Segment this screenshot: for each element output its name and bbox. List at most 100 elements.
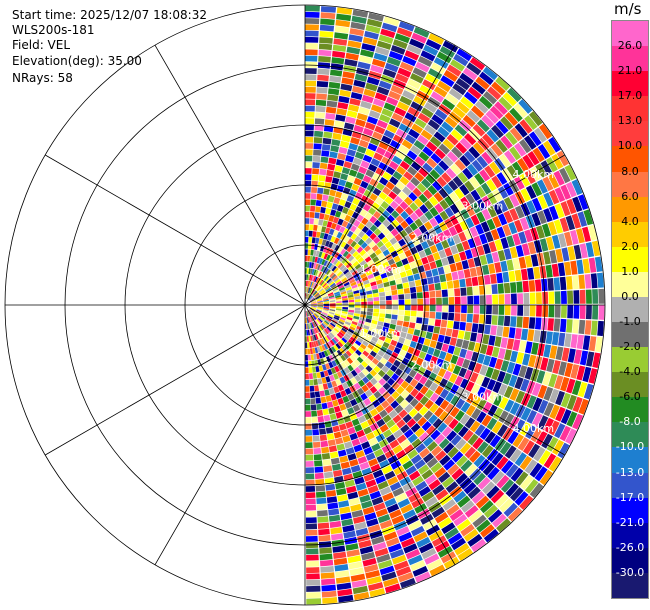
range-gate (337, 341, 344, 348)
range-gate (361, 441, 371, 450)
range-gate (503, 315, 511, 327)
range-gate (443, 459, 455, 471)
range-gate (410, 423, 421, 433)
range-gate (441, 98, 456, 111)
range-gate (337, 356, 344, 364)
range-gate (355, 450, 365, 459)
range-gate (310, 299, 316, 303)
range-gate (429, 244, 438, 254)
range-gate (313, 276, 317, 282)
range-gate (467, 258, 476, 268)
range-gate (311, 360, 315, 367)
range-gate (360, 308, 367, 312)
range-gate (465, 205, 476, 217)
range-gate (333, 327, 340, 333)
range-gate (554, 375, 564, 390)
range-gate (521, 243, 530, 256)
range-gate (330, 322, 336, 328)
azimuth-line (304, 304, 456, 565)
range-gate (305, 286, 307, 293)
range-gate (491, 470, 505, 485)
range-gate (414, 172, 425, 182)
range-gate (361, 225, 369, 234)
range-gate (476, 211, 486, 223)
range-gate (531, 412, 543, 427)
range-gate (346, 316, 353, 321)
range-gate (451, 451, 464, 463)
range-gate (323, 283, 329, 289)
range-gate (415, 342, 423, 351)
range-gate (322, 274, 328, 280)
range-gate (414, 279, 422, 287)
range-gate (305, 24, 319, 31)
range-gate (379, 296, 386, 301)
range-gate (330, 69, 343, 77)
range-gate (328, 514, 341, 522)
range-gate (352, 585, 368, 595)
range-gate (306, 573, 320, 580)
range-gate (379, 313, 386, 318)
range-gate (522, 316, 529, 329)
range-gate (409, 38, 425, 50)
range-gate (311, 237, 316, 244)
range-gate (342, 309, 348, 312)
range-gate (497, 348, 506, 360)
range-gate (373, 228, 382, 236)
range-gate (361, 360, 369, 368)
range-gate (555, 248, 564, 263)
range-gate (316, 308, 323, 311)
range-gate (313, 313, 319, 319)
range-gate (406, 181, 416, 192)
range-gate (487, 205, 497, 218)
range-gate (509, 194, 520, 207)
range-gate (515, 390, 526, 404)
range-gate (576, 365, 586, 381)
colorbar-segment (612, 296, 648, 323)
range-gate (450, 395, 460, 406)
range-gate (334, 165, 343, 173)
range-gate (485, 366, 494, 378)
range-gate (305, 404, 311, 411)
range-gate (341, 311, 348, 315)
range-gate (559, 217, 570, 232)
range-gate (306, 287, 308, 293)
range-gate (398, 363, 407, 371)
range-gate (497, 315, 505, 326)
range-gate (311, 416, 318, 423)
range-gate (354, 296, 361, 300)
range-gate (514, 123, 528, 138)
range-gate (578, 274, 586, 289)
range-gate (353, 444, 363, 453)
range-gate (434, 148, 446, 160)
range-gate (323, 370, 329, 377)
range-gate (394, 404, 404, 414)
range-gate (338, 284, 345, 290)
range-gate (321, 344, 326, 351)
range-gate (399, 160, 410, 171)
range-gate (446, 280, 454, 289)
range-gate (502, 224, 512, 237)
range-gate (464, 446, 476, 459)
range-gate (429, 305, 436, 312)
range-gate (461, 296, 467, 305)
range-gate (345, 350, 352, 357)
range-gate (315, 334, 319, 340)
range-gate (365, 381, 374, 389)
range-gate (454, 288, 461, 297)
range-gate (438, 471, 451, 483)
range-gate (459, 348, 467, 358)
range-gate (330, 284, 337, 289)
range-gate (305, 498, 316, 505)
range-gate (335, 392, 342, 399)
range-gate (382, 429, 393, 438)
range-gate (421, 469, 434, 480)
range-gate (527, 241, 537, 255)
range-gate (458, 231, 467, 242)
range-gate (465, 277, 473, 287)
range-gate (566, 378, 576, 394)
range-gate (519, 455, 533, 471)
range-gate (327, 234, 333, 241)
range-gate (311, 306, 317, 308)
range-gate (529, 166, 542, 181)
range-ring-label: 4.00km (513, 422, 555, 435)
